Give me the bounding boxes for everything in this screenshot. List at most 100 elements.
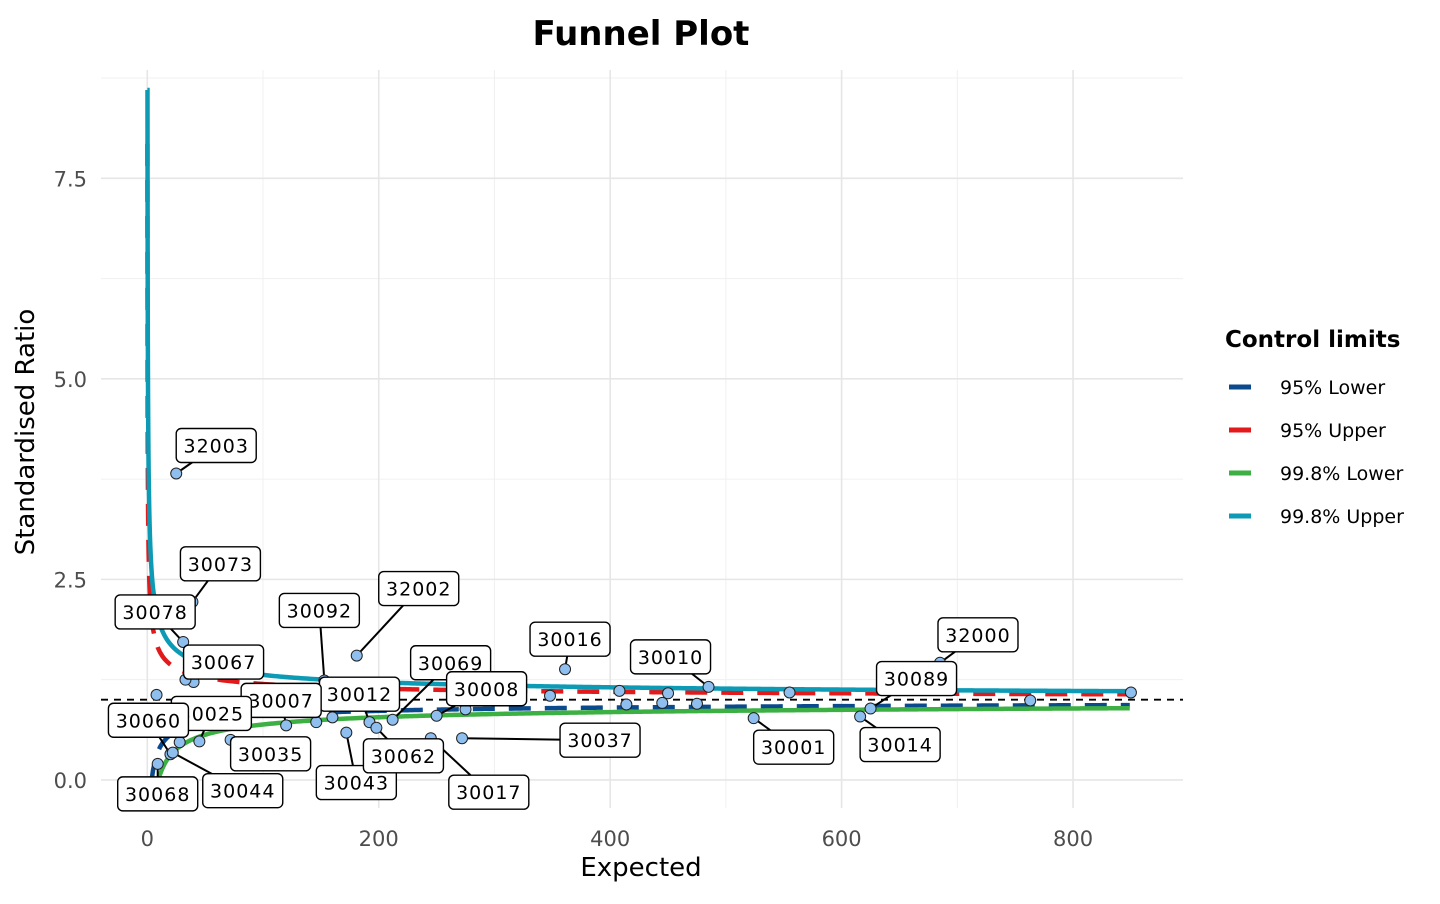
point-label: 30067 <box>182 644 265 680</box>
point-label-text: 30008 <box>454 679 519 701</box>
data-point <box>1124 686 1137 699</box>
data-point <box>747 712 760 725</box>
data-point <box>783 686 796 699</box>
point-label: 30010 <box>629 639 712 675</box>
x-tick-label: 400 <box>590 827 630 851</box>
point-label-box <box>315 764 398 801</box>
x-tick-label: 600 <box>822 827 862 851</box>
point-label-text: 30092 <box>287 600 352 622</box>
data-point <box>702 680 715 693</box>
point-label-text: 30067 <box>191 652 256 674</box>
point-label-box <box>107 702 190 738</box>
data-point <box>430 709 443 722</box>
grid <box>101 70 1183 808</box>
point-label-box <box>529 621 611 657</box>
point-label: 30035 <box>229 736 312 772</box>
legend-label: 99.8% Upper <box>1280 506 1404 528</box>
data-point <box>613 684 626 697</box>
point-label-box <box>362 738 445 774</box>
point-label-text: 30025 <box>179 703 244 725</box>
point-label-box <box>859 726 941 763</box>
point-label-box <box>278 592 361 629</box>
point-label: 30078 <box>114 594 196 630</box>
point-label: 30001 <box>752 729 835 765</box>
point-label-text: 30007 <box>248 690 313 712</box>
point-label-text: 32003 <box>183 435 248 457</box>
point-label-box <box>179 546 262 582</box>
point-label: 30007 <box>240 682 322 719</box>
point-label: 30068 <box>117 776 199 812</box>
point-label-box <box>378 570 460 607</box>
legend-label: 95% Upper <box>1280 420 1386 442</box>
point-label: 30025 <box>170 695 253 732</box>
point-label: 30014 <box>859 726 941 763</box>
point-label-text: 30078 <box>122 602 187 624</box>
data-point <box>177 635 190 648</box>
point-label-text: 30062 <box>371 746 436 768</box>
y-tick-label: 7.5 <box>54 167 87 191</box>
data-point <box>854 710 867 723</box>
point-label-text: 30010 <box>638 647 703 669</box>
data-point <box>456 732 469 745</box>
chart-title: Funnel Plot <box>533 14 750 54</box>
data-point <box>864 702 877 715</box>
point-label: 30043 <box>315 764 398 801</box>
data-point <box>544 689 557 702</box>
axes: 0 200 400 600 800 0.0 2.5 5.0 7.5 <box>54 167 1094 851</box>
point-label-text: 32002 <box>386 579 451 601</box>
point-label-box <box>752 729 835 765</box>
legend-label: 99.8% Lower <box>1280 463 1404 485</box>
data-point <box>166 746 179 759</box>
point-label-text: 30043 <box>324 773 389 795</box>
point-label: 30073 <box>179 546 262 582</box>
point-label-text: 30016 <box>537 629 602 651</box>
point-label-box <box>117 776 199 812</box>
point-label-text: 30044 <box>210 781 275 803</box>
data-point <box>150 688 163 701</box>
point-label: 30060 <box>107 702 190 738</box>
point-label-box <box>937 617 1019 653</box>
point-labels: 32003 30073 30078 32002 30016 32000 30010 30067… <box>107 427 1019 812</box>
point-label-text: 30014 <box>867 735 932 757</box>
point-label-text: 30089 <box>884 669 949 691</box>
point-label-box <box>182 644 265 680</box>
data-point <box>559 663 572 676</box>
point-label: 32002 <box>378 570 460 607</box>
data-point <box>386 713 399 726</box>
data-point <box>662 687 675 700</box>
point-label-text: 30001 <box>761 737 826 759</box>
data-point <box>350 649 363 662</box>
data-point <box>656 696 669 709</box>
data-point <box>340 726 353 739</box>
control-limit-95-lower <box>147 702 1130 783</box>
data-point <box>170 467 183 480</box>
legend: Control limits 95% Lower 95% Upper 99.8% L… <box>1225 327 1404 528</box>
point-label-text: 30073 <box>188 554 253 576</box>
point-label-text: 30037 <box>567 730 632 752</box>
data-point <box>193 735 206 748</box>
data-point <box>326 711 339 724</box>
point-label-text: 30017 <box>456 782 521 804</box>
point-label-box <box>559 722 641 758</box>
point-label: 30037 <box>559 722 641 758</box>
x-tick-label: 800 <box>1053 827 1093 851</box>
point-label-box <box>202 772 284 809</box>
point-label-box <box>629 639 712 675</box>
point-label-text: 30069 <box>418 653 483 675</box>
point-label-text: 30012 <box>327 684 392 706</box>
y-tick-label: 5.0 <box>54 368 87 392</box>
point-label-box <box>445 671 528 707</box>
point-label: 32000 <box>937 617 1019 653</box>
point-label-text: 30035 <box>238 744 303 766</box>
y-tick-label: 0.0 <box>54 769 87 793</box>
point-label-box <box>175 427 257 464</box>
point-label-box <box>875 660 958 697</box>
x-tick-label: 0 <box>141 827 154 851</box>
point-label: 30062 <box>362 738 445 774</box>
x-tick-label: 200 <box>359 827 399 851</box>
point-label-box <box>114 594 196 630</box>
point-label: 30017 <box>448 774 530 810</box>
point-label-box <box>229 736 312 772</box>
y-tick-label: 2.5 <box>54 568 87 592</box>
